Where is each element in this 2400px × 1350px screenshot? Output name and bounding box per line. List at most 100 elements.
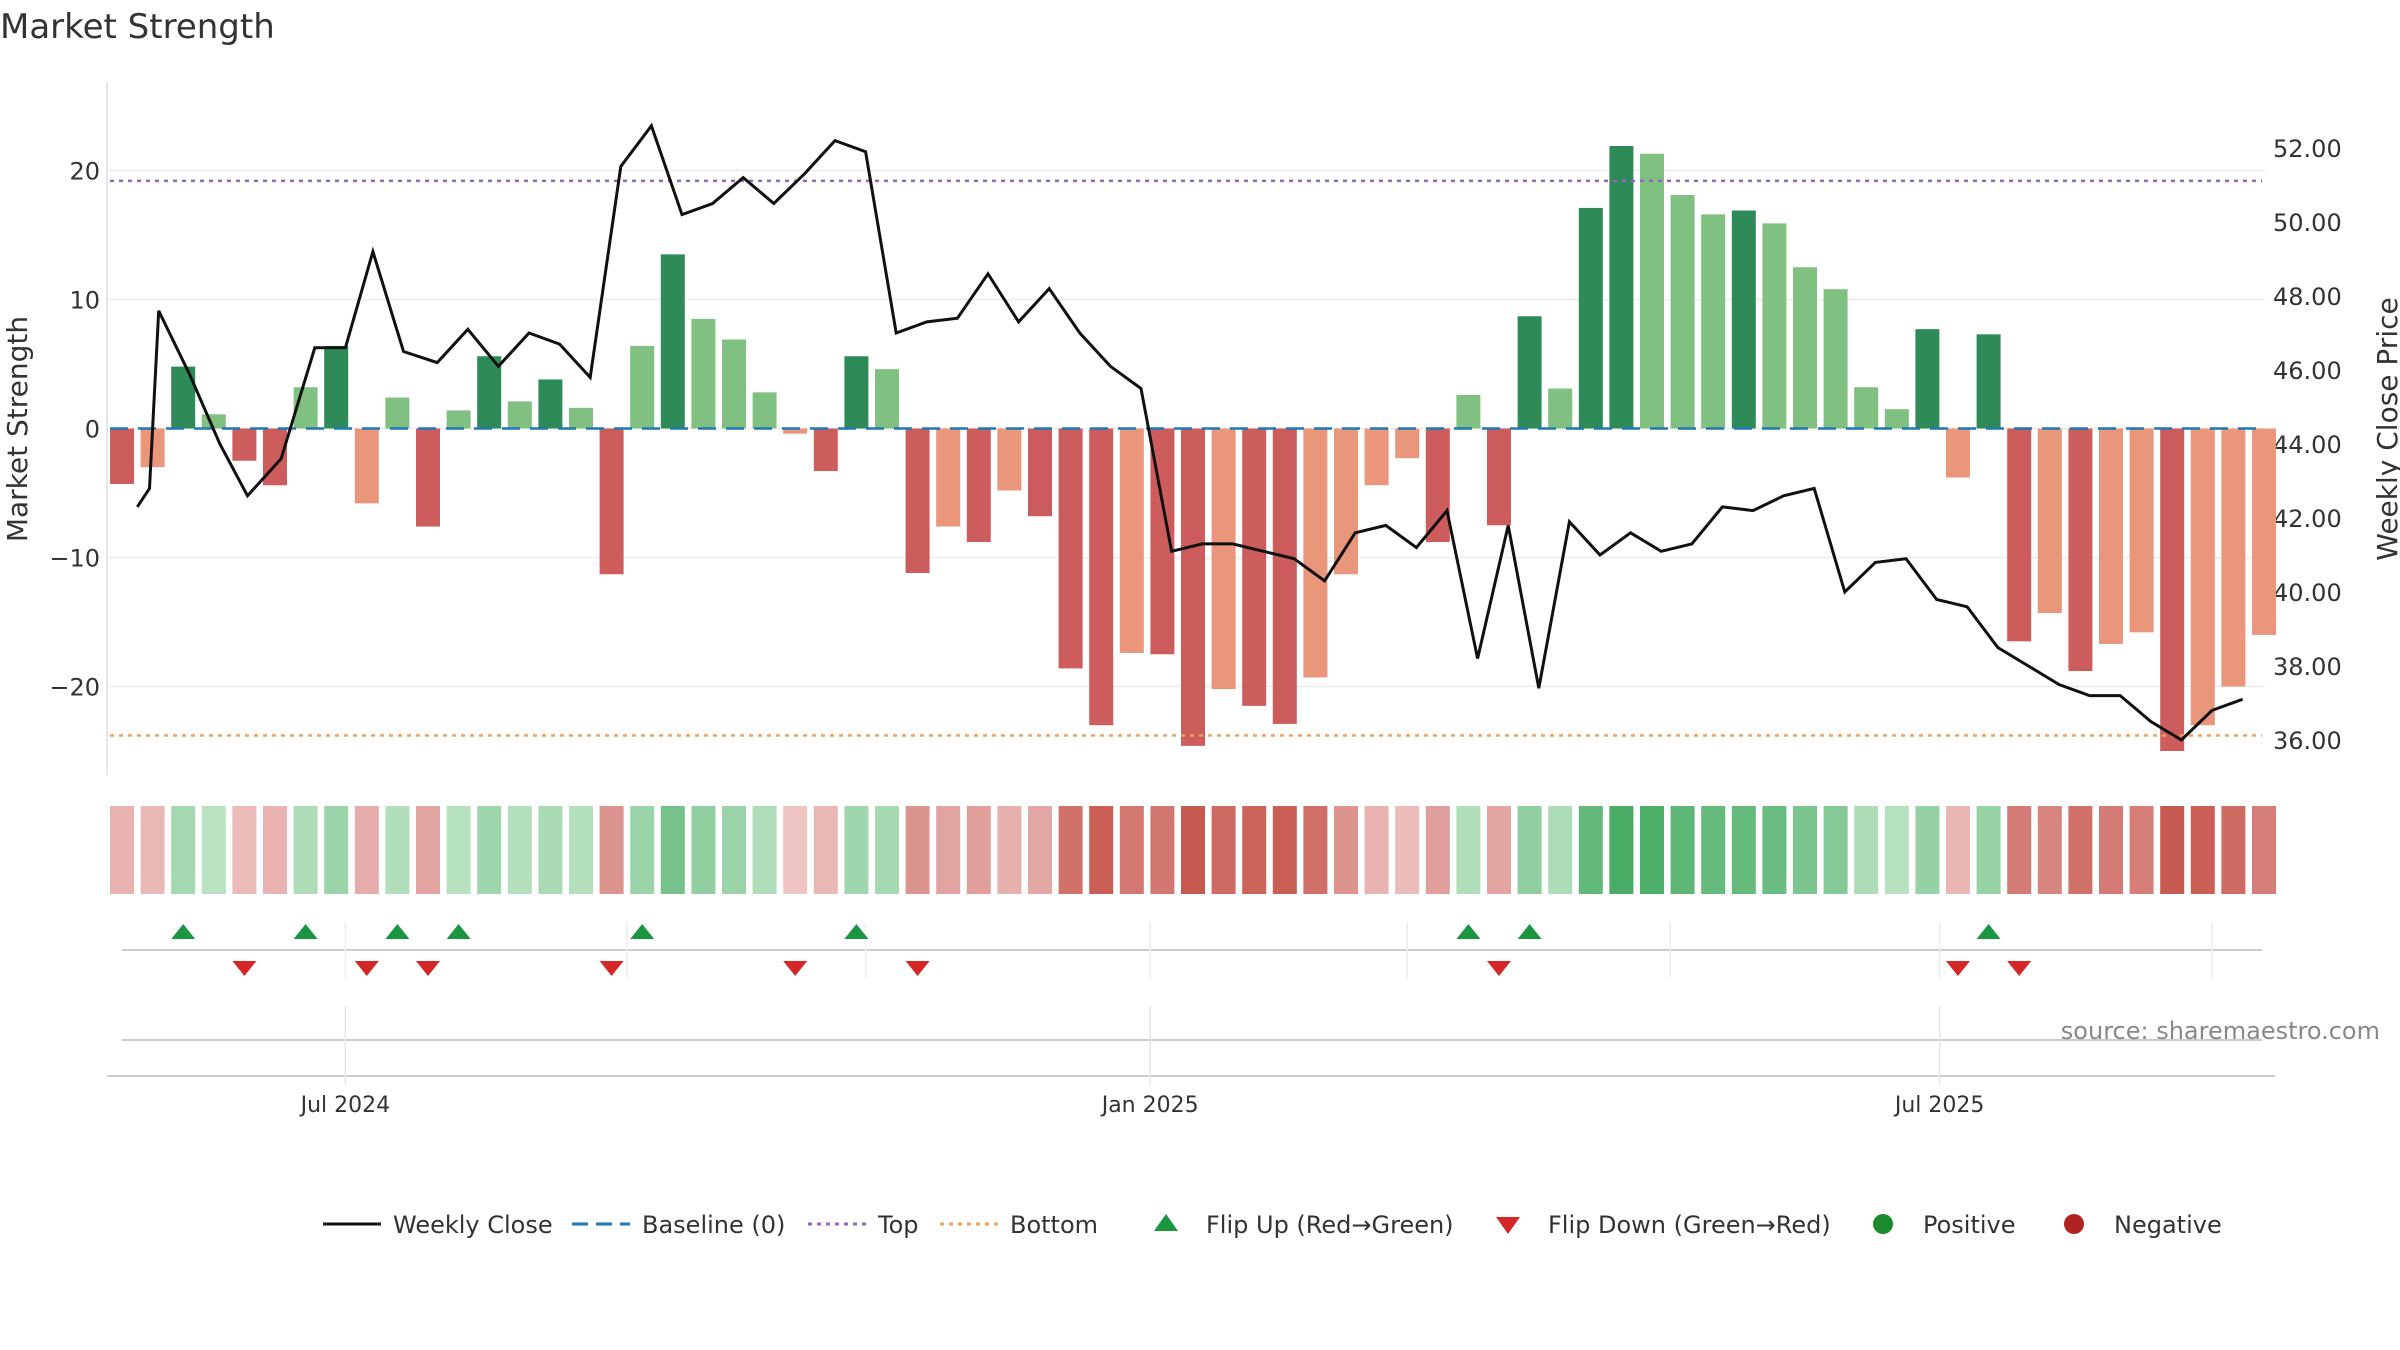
strength-bar bbox=[1670, 195, 1695, 429]
flip-up-marker bbox=[385, 924, 410, 939]
heat-cell bbox=[1487, 806, 1511, 894]
flip-up-marker bbox=[1517, 924, 1542, 939]
legend-item: Weekly Close bbox=[323, 1211, 553, 1239]
legend-label: Weekly Close bbox=[393, 1211, 553, 1239]
flip-down-marker bbox=[599, 961, 624, 976]
heat-cell bbox=[783, 806, 808, 894]
heat-cell bbox=[813, 806, 838, 894]
flip-down-marker bbox=[232, 961, 257, 976]
legend-item: Top bbox=[808, 1211, 919, 1239]
strength-bar bbox=[1334, 428, 1358, 575]
strength-bar bbox=[477, 356, 502, 429]
legend-circle bbox=[2064, 1214, 2084, 1234]
flip-down-marker bbox=[1946, 961, 1970, 976]
flip-down-marker bbox=[354, 961, 379, 976]
strength-bar bbox=[1854, 387, 1879, 429]
heat-cell bbox=[630, 806, 655, 894]
heat-cell bbox=[416, 806, 440, 894]
strength-bar bbox=[2129, 428, 2154, 633]
heat-cell bbox=[538, 806, 563, 894]
right-tick-label: 42.00 bbox=[2273, 505, 2342, 533]
right-y-axis-label: Weekly Close Price bbox=[2371, 297, 2400, 560]
heat-cell bbox=[1395, 806, 1420, 894]
strength-bar bbox=[110, 428, 134, 484]
strength-bar bbox=[905, 428, 930, 573]
legend-circle bbox=[1873, 1214, 1893, 1234]
right-tick-label: 40.00 bbox=[2273, 579, 2342, 607]
heat-cell bbox=[2007, 806, 2032, 894]
strength-bar bbox=[507, 401, 532, 429]
strength-bar bbox=[2099, 428, 2123, 644]
heat-cell bbox=[2068, 806, 2093, 894]
heat-cell bbox=[1854, 806, 1879, 894]
heat-cell bbox=[1884, 806, 1909, 894]
legend-item: Flip Down (Green→Red) bbox=[1496, 1211, 1831, 1239]
heat-cell bbox=[1762, 806, 1787, 894]
heat-cell bbox=[171, 806, 196, 894]
heat-cell bbox=[1364, 806, 1389, 894]
strength-bar bbox=[997, 428, 1022, 491]
heat-cell bbox=[1670, 806, 1695, 894]
heat-cell bbox=[722, 806, 746, 894]
date-label: Jul 2024 bbox=[299, 1093, 391, 1118]
heat-cell bbox=[1609, 806, 1634, 894]
strength-bar bbox=[1395, 428, 1420, 459]
right-tick-label: 46.00 bbox=[2273, 357, 2342, 385]
strength-bar bbox=[813, 428, 838, 472]
heat-cell bbox=[844, 806, 869, 894]
right-tick-label: 50.00 bbox=[2273, 209, 2342, 237]
heat-cell bbox=[599, 806, 624, 894]
strength-bar bbox=[1303, 428, 1328, 678]
heat-cell bbox=[875, 806, 899, 894]
legend-triangle-up bbox=[1154, 1214, 1178, 1231]
strength-bar bbox=[660, 254, 685, 429]
strength-bar bbox=[1548, 388, 1573, 429]
heat-cell bbox=[232, 806, 257, 894]
strength-bar bbox=[599, 428, 624, 575]
heat-cell bbox=[2129, 806, 2154, 894]
heat-cell bbox=[1334, 806, 1358, 894]
heat-cell bbox=[1456, 806, 1481, 894]
strength-bar bbox=[875, 369, 899, 429]
market-strength-bars bbox=[110, 145, 2276, 751]
chart-legend: Weekly Close Baseline (0) Top Bottom Flip Up… bbox=[323, 1211, 2222, 1239]
strength-bar bbox=[691, 318, 716, 429]
left-tick-label: −20 bbox=[49, 674, 100, 702]
flip-down-marker bbox=[416, 961, 440, 976]
heat-cell bbox=[1731, 806, 1756, 894]
strength-bar bbox=[1517, 316, 1542, 429]
strength-bar bbox=[2007, 428, 2032, 642]
strength-bar bbox=[1028, 428, 1052, 517]
heat-cell bbox=[2190, 806, 2215, 894]
strength-bar bbox=[722, 339, 746, 429]
left-tick-label: −10 bbox=[49, 545, 100, 573]
heat-cell bbox=[1701, 806, 1726, 894]
heat-cell bbox=[263, 806, 287, 894]
flip-up-marker bbox=[446, 924, 471, 939]
heat-cell bbox=[1517, 806, 1542, 894]
heat-cell bbox=[905, 806, 930, 894]
flip-down-marker bbox=[1487, 961, 1511, 976]
heat-cell bbox=[446, 806, 471, 894]
date-panel: Jul 2024 Jan 2025 Jul 2025 bbox=[107, 1006, 2275, 1118]
strength-bar bbox=[2221, 428, 2246, 687]
strength-bar bbox=[1701, 214, 1726, 429]
strength-bar bbox=[966, 428, 991, 543]
heat-cell bbox=[293, 806, 318, 894]
main-panel: −20 −10 0 10 20 36.00 38.00 40.00 42.00 44.00 46.… bbox=[49, 82, 2342, 775]
legend-item: Negative bbox=[2064, 1211, 2222, 1239]
strength-bar bbox=[783, 428, 808, 434]
strength-bar bbox=[1640, 153, 1664, 429]
strength-bar bbox=[1823, 289, 1848, 429]
legend-item: Bottom bbox=[940, 1211, 1098, 1239]
heat-cell bbox=[385, 806, 410, 894]
heat-cell bbox=[1150, 806, 1175, 894]
strength-bar bbox=[844, 356, 869, 429]
strength-bar bbox=[385, 397, 410, 429]
heat-cell bbox=[1640, 806, 1664, 894]
strength-bar bbox=[1272, 428, 1297, 724]
strength-heat-strip bbox=[110, 806, 2276, 894]
heat-cell bbox=[1119, 806, 1144, 894]
heat-cell bbox=[936, 806, 961, 894]
right-tick-label: 48.00 bbox=[2273, 283, 2342, 311]
